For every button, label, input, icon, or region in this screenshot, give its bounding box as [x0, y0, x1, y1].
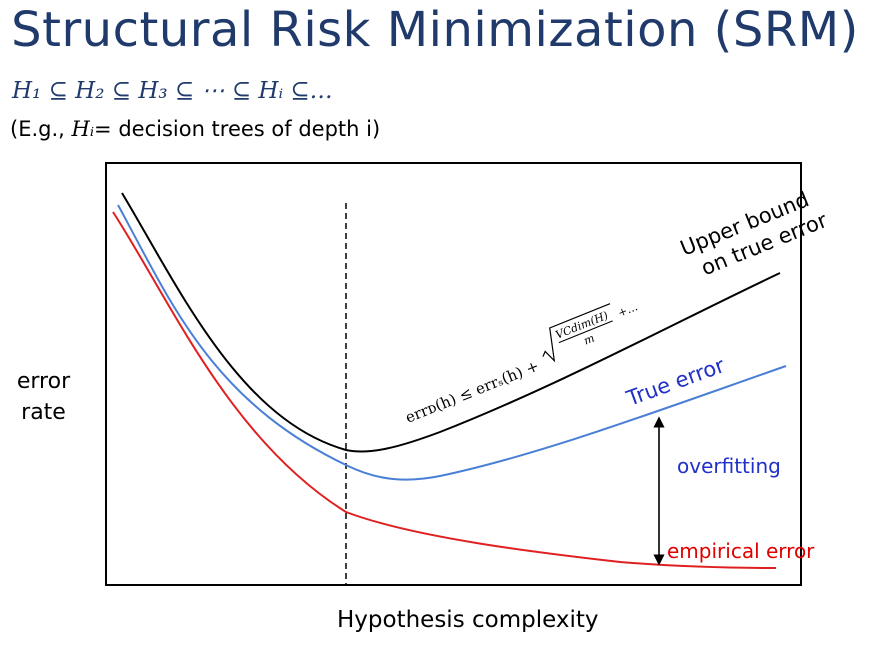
sqrt-fraction-bar	[558, 320, 613, 344]
hypothesis-chain: H₁ ⊆ H₂ ⊆ H₃ ⊆ ⋯ ⊆ Hᵢ ⊆…	[12, 78, 333, 104]
example-prefix: (E.g.,	[10, 117, 72, 141]
overfitting-label: overfitting	[677, 454, 781, 478]
bound-formula: errᴅ(h) ≤ errₛ(h) + VCdim(H) m +…	[403, 300, 640, 427]
y-axis-label-line2: rate	[21, 400, 66, 425]
sqrt-denominator: m	[582, 332, 597, 348]
true-error-label: True error	[623, 353, 728, 411]
true-error-curve	[117, 204, 787, 481]
y-axis-label: error rate	[6, 366, 81, 428]
sqrt-tail: +…	[616, 300, 640, 320]
example-suffix: = decision trees of depth i)	[94, 117, 381, 141]
upper-bound-curve	[121, 192, 781, 453]
empirical-error-curve	[112, 211, 777, 569]
plot-frame	[105, 162, 802, 586]
sqrt-radical	[542, 303, 611, 363]
example-symbol: Hᵢ	[71, 117, 95, 141]
page-title: Structural Risk Minimization (SRM)	[11, 2, 859, 58]
example-note: (E.g., Hᵢ= decision trees of depth i)	[10, 117, 380, 141]
empirical-error-label: empirical error	[667, 539, 815, 563]
x-axis-label: Hypothesis complexity	[337, 607, 599, 633]
bound-formula-text: errᴅ(h) ≤ errₛ(h) +	[403, 357, 542, 427]
y-axis-label-line1: error	[16, 369, 71, 394]
upper-bound-label: Upper bound on true error	[677, 187, 831, 280]
